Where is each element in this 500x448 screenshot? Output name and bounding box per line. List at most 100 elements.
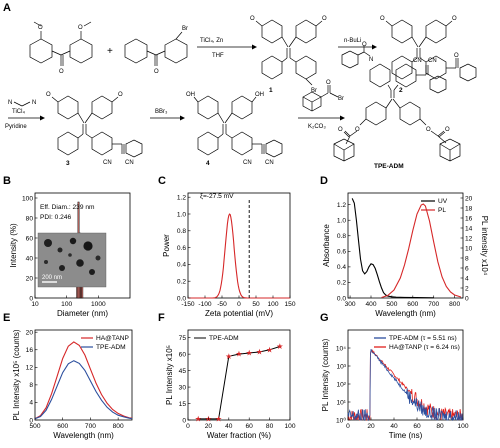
reagent-label: n-BuLi <box>344 38 361 44</box>
y-tick-label: 0 <box>29 295 33 302</box>
data-point-marker: ★ <box>246 349 253 358</box>
y-tick-label: 0.2 <box>177 279 186 286</box>
y-tick-label: 0.2 <box>337 280 346 287</box>
y-axis-title: Power <box>162 234 171 257</box>
decay-curve <box>347 349 463 421</box>
y-axis-title: Intensity (%) <box>9 223 18 268</box>
plus-sign: + <box>107 46 113 57</box>
atom-label: O <box>154 69 159 75</box>
atom-label: O <box>426 127 431 133</box>
atom-label: N <box>32 100 36 106</box>
y-tick-label: 0.0 <box>177 295 186 302</box>
y2-tick-label: 4 <box>465 275 469 282</box>
x-axis-title: Wavelength (nm) <box>53 431 114 440</box>
reaction-arrow-5: O Br K₂CO₃ <box>298 80 345 130</box>
panel-label-d: D <box>320 175 328 187</box>
y-tick-label: 0.6 <box>177 245 186 252</box>
y-tick-label: 0.4 <box>337 264 346 271</box>
plot-frame <box>347 329 464 421</box>
series-line-pl <box>381 203 462 299</box>
y-tick-label: 0 <box>182 417 186 424</box>
y-axis-title: PL Intensity (counts) <box>321 338 330 411</box>
y-tick-label: 100 <box>22 195 33 202</box>
x-tick-label: 500 <box>29 423 40 430</box>
compound-dimethoxybenzophenone: O O O <box>29 21 93 75</box>
reagent-label: K₂CO₃ <box>308 124 326 130</box>
series-line <box>34 360 133 420</box>
atom-label: O <box>38 25 43 31</box>
panel-f-water-fraction: F ★ ★ ★★ ★ ★ ★ ★ ★0 20 40 60 80 10001530456075Water … <box>158 312 296 440</box>
dls-annotation: PDI: 0.246 <box>40 214 71 221</box>
x-tick-label: 50 <box>252 301 260 308</box>
x-tick-label: 100 <box>61 301 72 308</box>
atom-label: OH <box>255 92 264 98</box>
y-tick-label: 10³ <box>336 363 346 370</box>
panel-g-lifetime: G 0 20 40 60 80 100 10⁰ 10¹ 10² 10³ 10⁴ Time (ns) PL… <box>320 312 469 440</box>
legend-label: HA@TANP (τ = 6.24 ns) <box>389 344 460 351</box>
y-axis-title: PL Intensity x10⁵ <box>165 345 174 405</box>
x-tick-label: -150 <box>181 301 195 308</box>
y-tick-label: 1.0 <box>177 211 186 218</box>
x-tick-label: 700 <box>428 301 439 308</box>
x-tick-label: 800 <box>113 423 124 430</box>
atom-label: O <box>380 16 385 22</box>
data-point-marker: ★ <box>235 350 242 359</box>
y2-tick-label: 20 <box>465 195 473 202</box>
data-point-marker: ★ <box>266 345 273 354</box>
compound-tpe-adm: CN CN O O O O TPE-ADM <box>333 58 461 170</box>
y-tick-label: 10⁰ <box>336 416 346 424</box>
atom-label: O <box>118 92 123 98</box>
atom-label: O <box>454 53 459 59</box>
x-tick-label: 100 <box>267 301 278 308</box>
atom-label: O <box>46 92 51 98</box>
atom-label: O <box>78 25 83 31</box>
y-tick-label: 4 <box>29 400 33 407</box>
compound-bromobenzophenone: O Br <box>124 26 188 75</box>
x-tick-label: 1000 <box>91 301 106 308</box>
legend-label: TPE-ADM (τ = 5.51 ns) <box>389 335 457 342</box>
atom-label: N <box>8 100 12 106</box>
x-tick-label: 600 <box>407 301 418 308</box>
x-tick-label: 0 <box>346 423 350 430</box>
y-tick-label: 1.0 <box>337 218 346 225</box>
y-tick-label: 0 <box>29 417 33 424</box>
compound-2: O O O 2 <box>380 16 477 94</box>
x-axis-title: Water fraction (%) <box>207 431 271 440</box>
x-axis-title: Wavelength (nm) <box>375 309 436 318</box>
zeta-curve <box>188 213 290 299</box>
y2-tick-label: 10 <box>465 245 473 252</box>
x-tick-label: 600 <box>57 423 68 430</box>
plot-frame <box>347 192 464 299</box>
panel-label-f: F <box>158 312 165 324</box>
reaction-arrow-2: n-BuLi O N <box>338 38 377 69</box>
x-axis-title: Time (ns) <box>389 431 423 440</box>
x-axis-title: Zeta potential (mV) <box>205 309 273 318</box>
x-tick-label: 80 <box>266 423 274 430</box>
x-tick-label: 100 <box>284 423 295 430</box>
legend-label: PL <box>438 207 446 214</box>
compound-number: 1 <box>269 87 273 94</box>
panel-label-e: E <box>3 312 10 324</box>
x-tick-label: 80 <box>436 423 444 430</box>
atom-label: O <box>59 69 64 75</box>
data-point-marker: ★ <box>215 415 222 424</box>
y-tick-label: 60 <box>26 235 34 242</box>
reagent-label: Pyridine <box>5 124 27 130</box>
y-tick-label: 0.0 <box>337 295 346 302</box>
atom-label: OH <box>186 92 195 98</box>
y-tick-label: 10² <box>336 381 346 388</box>
y-tick-label: 75 <box>179 335 187 342</box>
x-tick-label: 0 <box>237 301 241 308</box>
y-tick-label: 1.2 <box>177 195 186 202</box>
y-tick-label: 10¹ <box>336 399 346 406</box>
y2-tick-label: 16 <box>465 215 473 222</box>
legend-label: TPE-ADM <box>209 335 239 342</box>
decay-curve <box>347 349 464 422</box>
compound-3: O O CN CN 3 <box>46 92 143 167</box>
x-tick-label: 40 <box>225 423 233 430</box>
y2-tick-label: 18 <box>465 205 473 212</box>
y-tick-label: 10⁴ <box>336 345 346 352</box>
legend-label: HA@TANP <box>96 335 130 342</box>
